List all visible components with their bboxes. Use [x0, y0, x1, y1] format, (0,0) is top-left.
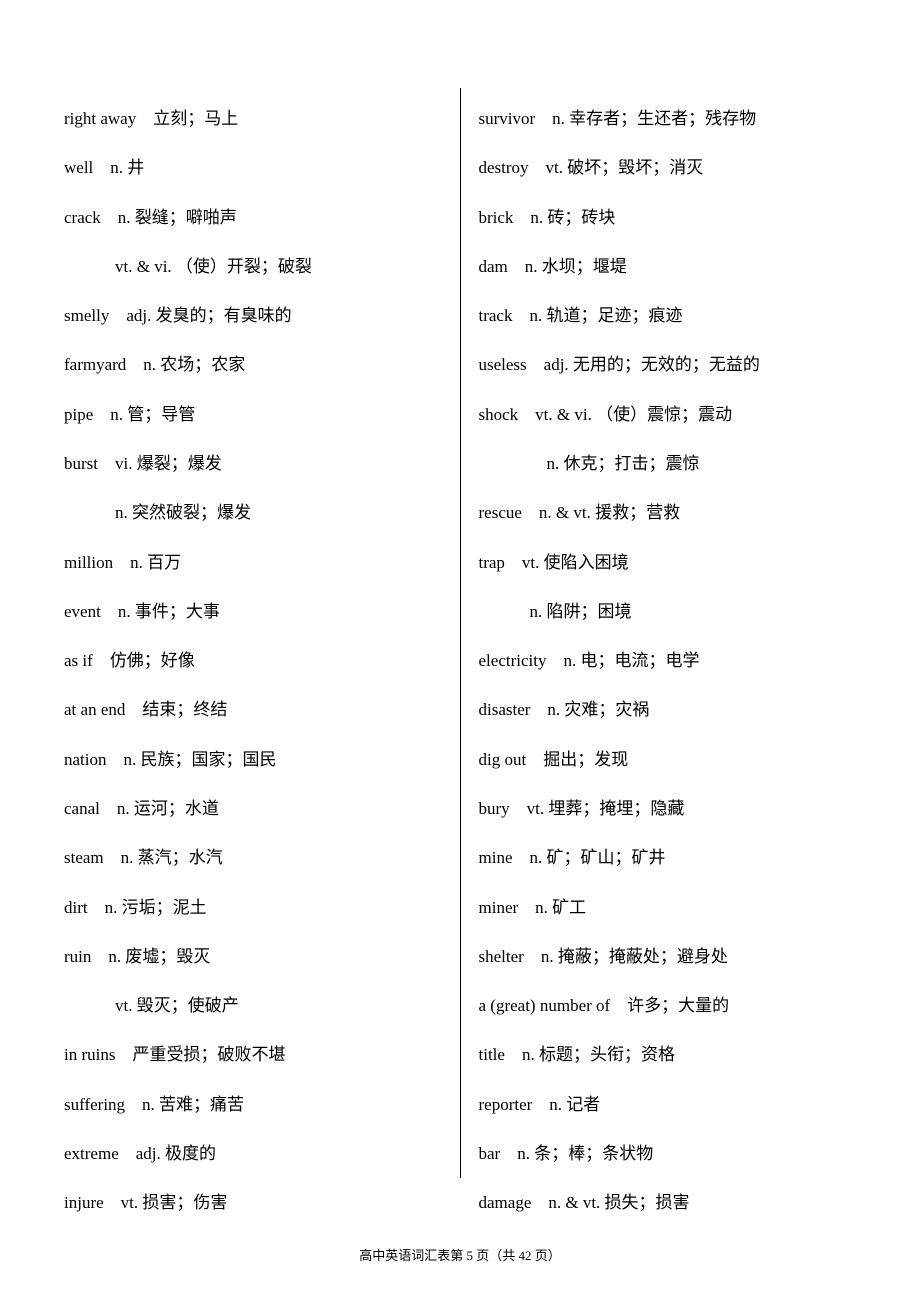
vocab-entry: million n. 百万 [64, 552, 442, 574]
page-footer: 高中英语词汇表第 5 页（共 42 页） [0, 1245, 920, 1264]
vocab-entry: miner n. 矿工 [479, 897, 857, 919]
vocab-entry: injure vt. 损害；伤害 [64, 1192, 442, 1214]
vocab-entry: burst vi. 爆裂；爆发 [64, 453, 442, 475]
vocab-entry: disaster n. 灾难；灾祸 [479, 699, 857, 721]
vocab-entry: trap vt. 使陷入困境 [479, 552, 857, 574]
vocab-entry: n. 突然破裂；爆发 [64, 502, 442, 524]
right-column: survivor n. 幸存者；生还者；残存物 destroy vt. 破坏；毁坏… [461, 108, 857, 1208]
vocab-entry: damage n. & vt. 损失；损害 [479, 1192, 857, 1214]
vocab-entry: pipe n. 管；导管 [64, 404, 442, 426]
vocab-entry: a (great) number of 许多；大量的 [479, 995, 857, 1017]
vocab-entry: useless adj. 无用的；无效的；无益的 [479, 354, 857, 376]
vocab-entry: smelly adj. 发臭的；有臭味的 [64, 305, 442, 327]
vocab-entry: vt. 毁灭；使破产 [64, 995, 442, 1017]
vocab-entry: steam n. 蒸汽；水汽 [64, 847, 442, 869]
vocab-entry: dirt n. 污垢；泥土 [64, 897, 442, 919]
vocab-entry: in ruins 严重受损；破败不堪 [64, 1044, 442, 1066]
vocab-entry: suffering n. 苦难；痛苦 [64, 1094, 442, 1116]
vocab-entry: shock vt. & vi. （使）震惊；震动 [479, 404, 857, 426]
left-column: right away 立刻；马上 well n. 井 crack n. 裂缝；噼啪声… [64, 108, 460, 1208]
vocab-entry: crack n. 裂缝；噼啪声 [64, 207, 442, 229]
vocab-entry: title n. 标题；头衔；资格 [479, 1044, 857, 1066]
vocab-entry: track n. 轨道；足迹；痕迹 [479, 305, 857, 327]
vocab-entry: reporter n. 记者 [479, 1094, 857, 1116]
vocab-entry: mine n. 矿；矿山；矿井 [479, 847, 857, 869]
vocab-entry: dam n. 水坝；堰堤 [479, 256, 857, 278]
two-column-layout: right away 立刻；马上 well n. 井 crack n. 裂缝；噼啪声… [64, 108, 856, 1208]
vocab-entry: extreme adj. 极度的 [64, 1143, 442, 1165]
vocab-entry: nation n. 民族；国家；国民 [64, 749, 442, 771]
vocab-entry: event n. 事件；大事 [64, 601, 442, 623]
vocab-entry: as if 仿佛；好像 [64, 650, 442, 672]
page-container: right away 立刻；马上 well n. 井 crack n. 裂缝；噼啪声… [0, 0, 920, 1302]
vocab-entry: n. 陷阱；困境 [479, 601, 857, 623]
vocab-entry: vt. & vi. （使）开裂；破裂 [64, 256, 442, 278]
vocab-entry: destroy vt. 破坏；毁坏；消灭 [479, 157, 857, 179]
vocab-entry: survivor n. 幸存者；生还者；残存物 [479, 108, 857, 130]
vocab-entry: dig out 掘出；发现 [479, 749, 857, 771]
vocab-entry: brick n. 砖；砖块 [479, 207, 857, 229]
vocab-entry: well n. 井 [64, 157, 442, 179]
vocab-entry: bury vt. 埋葬；掩埋；隐藏 [479, 798, 857, 820]
vocab-entry: bar n. 条；棒；条状物 [479, 1143, 857, 1165]
vocab-entry: rescue n. & vt. 援救；营救 [479, 502, 857, 524]
vocab-entry: n. 休克；打击；震惊 [479, 453, 857, 475]
vocab-entry: canal n. 运河；水道 [64, 798, 442, 820]
vocab-entry: electricity n. 电；电流；电学 [479, 650, 857, 672]
vocab-entry: shelter n. 掩蔽；掩蔽处；避身处 [479, 946, 857, 968]
vocab-entry: right away 立刻；马上 [64, 108, 442, 130]
vocab-entry: at an end 结束；终结 [64, 699, 442, 721]
vocab-entry: farmyard n. 农场；农家 [64, 354, 442, 376]
vocab-entry: ruin n. 废墟；毁灭 [64, 946, 442, 968]
